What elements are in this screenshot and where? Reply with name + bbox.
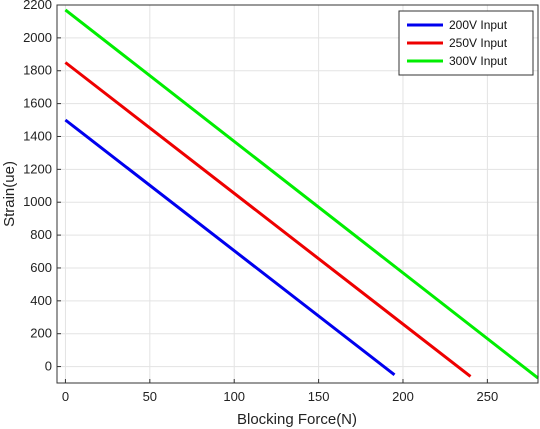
y-tick-label: 400 [30, 293, 52, 308]
legend: 200V Input 250V Input 300V Input [398, 10, 534, 76]
y-tick-label: 1000 [23, 194, 52, 209]
y-tick-label: 1800 [23, 63, 52, 78]
x-tick-label: 250 [477, 389, 499, 404]
x-tick-label: 200 [392, 389, 414, 404]
x-tick-label: 0 [62, 389, 69, 404]
y-tick-label: 1200 [23, 161, 52, 176]
x-tick-label: 150 [308, 389, 330, 404]
legend-label-2: 250V Input [449, 36, 508, 50]
y-tick-label: 1400 [23, 128, 52, 143]
x-axis-label: Blocking Force(N) [237, 411, 357, 428]
y-tick-label: 2200 [23, 0, 52, 12]
y-axis-label: Strain(ue) [1, 161, 18, 227]
grid [57, 4, 538, 383]
series-line-2 [64, 61, 472, 378]
series-line-3 [64, 8, 539, 380]
series-line-1 [64, 118, 396, 376]
series-lines [64, 8, 539, 380]
y-tick-label: 800 [30, 227, 52, 242]
legend-label-3: 300V Input [449, 54, 508, 68]
legend-label-1: 200V Input [449, 18, 508, 32]
x-tick-label: 50 [143, 389, 157, 404]
y-tick-label: 2000 [23, 30, 52, 45]
y-tick-label: 0 [45, 359, 52, 374]
plot-frame [56, 4, 539, 384]
y-tick-label: 600 [30, 260, 52, 275]
y-tick-label: 1600 [23, 96, 52, 111]
ticks: 0 50 100 150 200 250 0 200 400 600 800 1000 1200 1400… [23, 0, 498, 404]
y-tick-label: 200 [30, 326, 52, 341]
x-tick-label: 100 [223, 389, 245, 404]
